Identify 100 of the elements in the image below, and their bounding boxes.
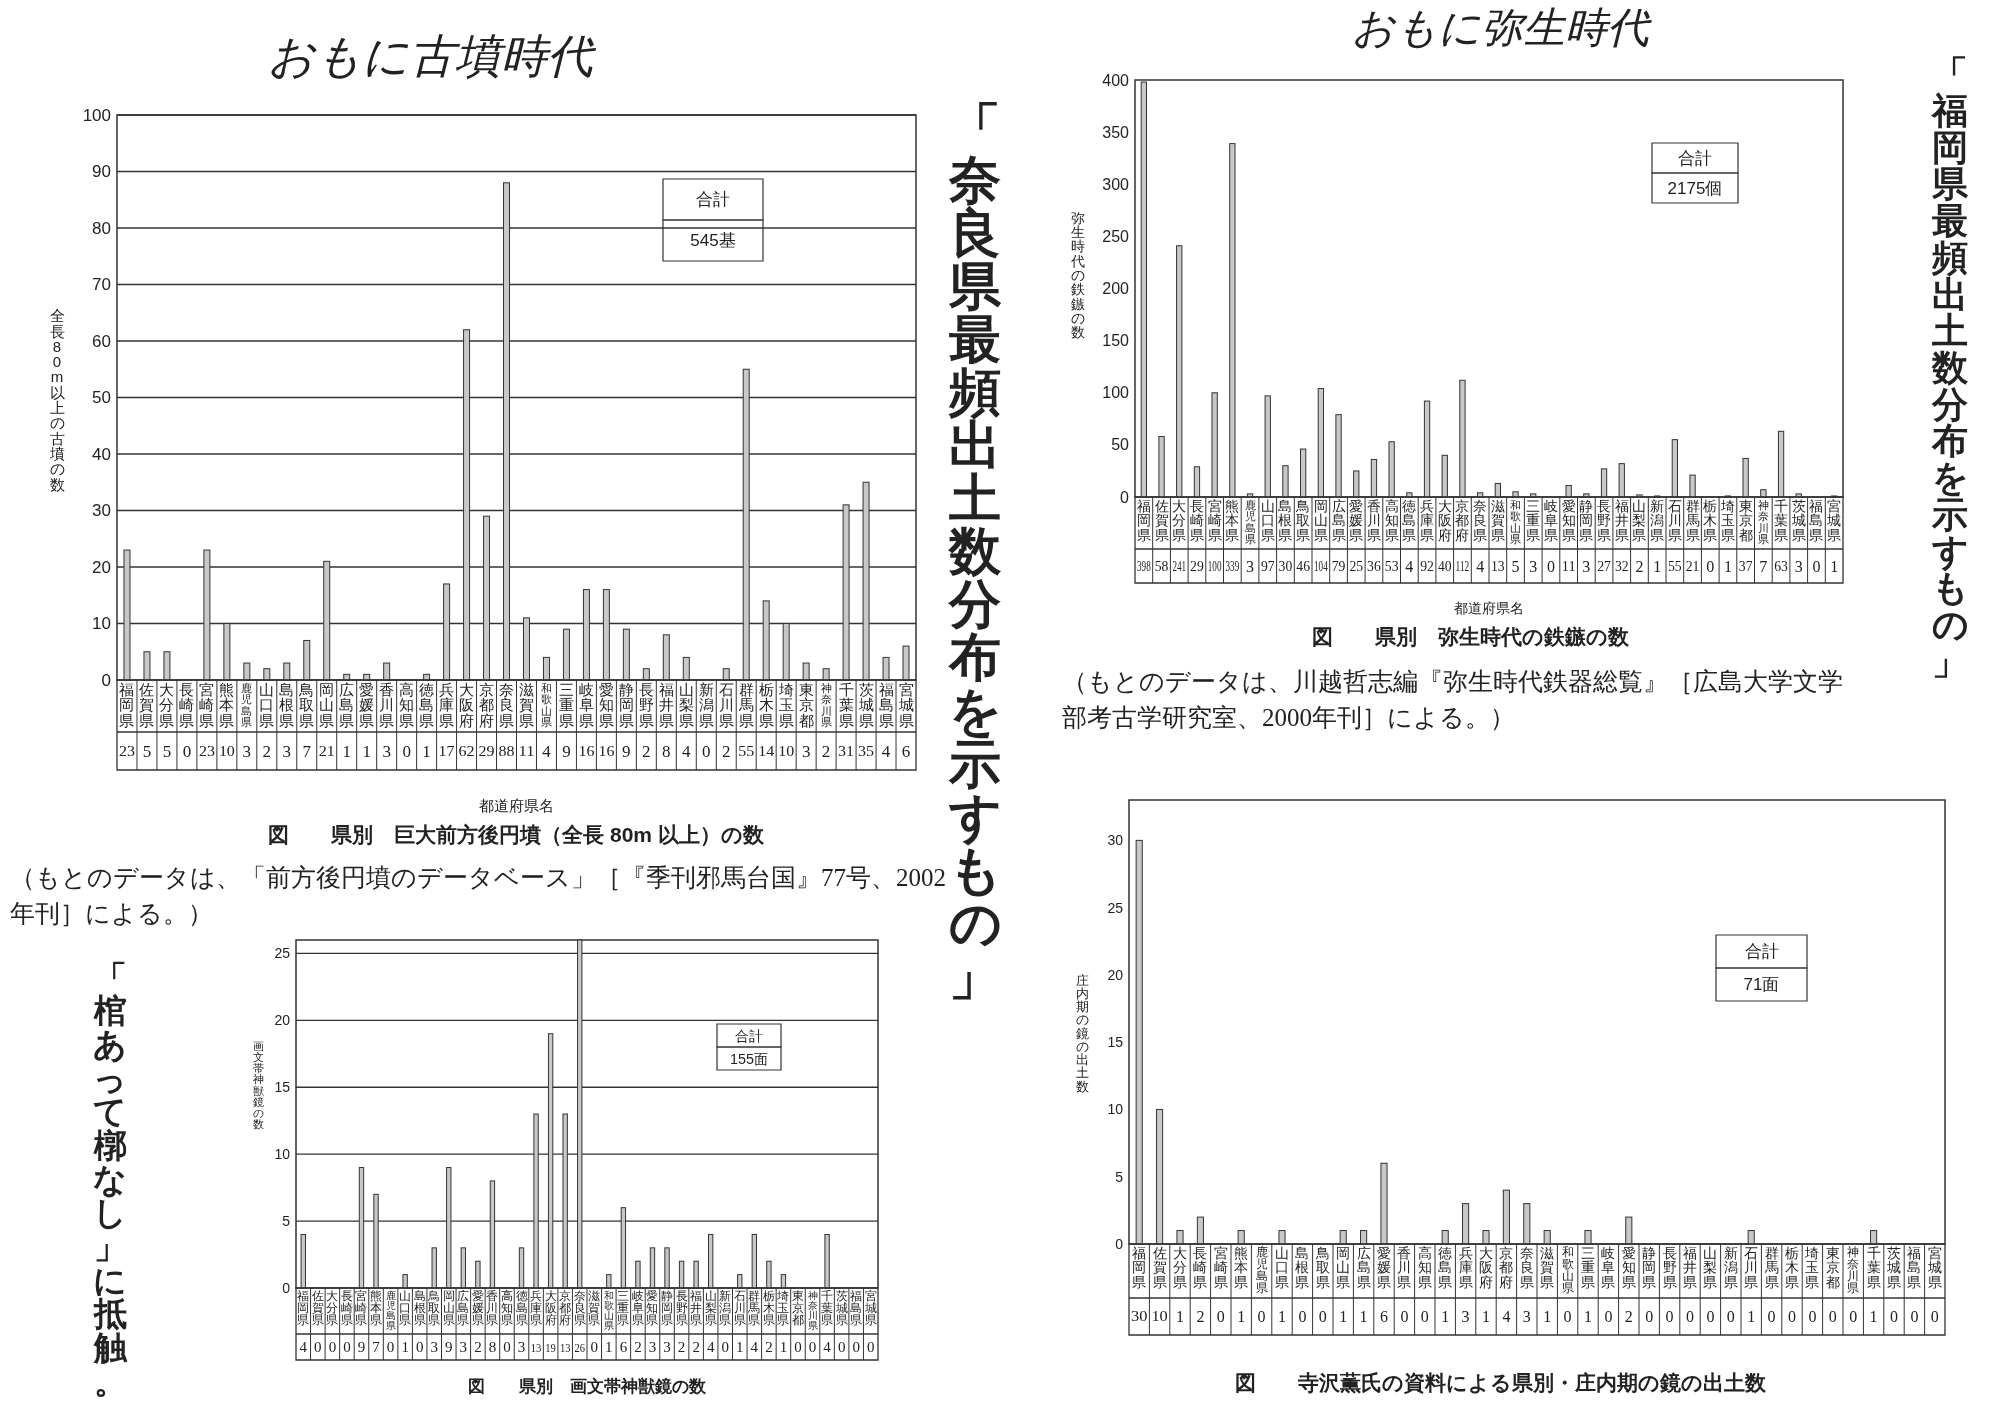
data-label: 2 <box>634 1339 642 1355</box>
x-tick-label: 大分県 <box>1172 498 1187 543</box>
x-tick-label: 兵庫県 <box>1458 1245 1473 1290</box>
x-tick-label: 宮城県 <box>1926 1245 1942 1290</box>
data-label: 13 <box>1491 558 1505 574</box>
x-tick-label: 鹿児島県 <box>241 681 253 729</box>
data-label: 0 <box>1420 1308 1429 1325</box>
x-tick-label: 鳥取県 <box>1295 498 1311 543</box>
annotation: 合計 <box>1678 148 1712 168</box>
data-label: 1 <box>1747 1308 1756 1325</box>
data-label: 0 <box>721 1339 729 1355</box>
x-tick-label: 島根県 <box>413 1290 426 1326</box>
text: （もとのデータは、「前方後円墳のデータベース」［『季刊邪馬台国』77号、2002年刊］による。） <box>10 864 946 928</box>
data-label: 16 <box>578 743 595 759</box>
x-tick-label: 奈良県 <box>499 681 515 729</box>
y-tick-label: 5 <box>282 1213 291 1230</box>
data-label: 2 <box>1624 1308 1633 1325</box>
x-tick-label: 長崎県 <box>1193 1245 1208 1290</box>
x-tick-label: 滋賀県 <box>588 1290 601 1326</box>
data-label: 112 <box>1455 558 1477 574</box>
data-label: 36 <box>1367 558 1382 574</box>
x-tick-label: 宮崎県 <box>1207 498 1222 543</box>
x-tick-label: 香川県 <box>486 1290 499 1326</box>
data-label: 2 <box>474 1339 482 1355</box>
data-label: 3 <box>648 1339 657 1355</box>
x-tick-label: 東京都 <box>791 1290 804 1326</box>
y-tick-label: 100 <box>1102 384 1130 402</box>
data-label: 2 <box>677 1339 686 1355</box>
data-label: 7 <box>372 1339 381 1355</box>
x-tick-label: 滋賀県 <box>1490 498 1505 543</box>
data-label: 2 <box>1196 1308 1205 1325</box>
x-tick-label: 福井県 <box>1614 498 1629 543</box>
data-label: 5 <box>142 741 152 761</box>
x-tick-label: 香川県 <box>379 681 395 729</box>
data-label: 0 <box>1563 1308 1572 1325</box>
x-tick-label: 宮崎県 <box>1213 1245 1228 1290</box>
x-tick-label: 奈良県 <box>1473 498 1488 543</box>
x-tick-label: 栃木県 <box>762 1290 775 1326</box>
x-tick-label: 愛知県 <box>1621 1245 1636 1290</box>
annotation: 合計 <box>1744 942 1779 961</box>
data-label: 2 <box>642 741 651 761</box>
x-tick-label: 岡山県 <box>442 1290 455 1326</box>
x-tick-label: 栃木県 <box>1703 498 1718 543</box>
x-tick-label: 神奈川県 <box>1847 1245 1860 1295</box>
data-label: 1 <box>1278 1308 1286 1325</box>
data-label: 1 <box>1653 557 1662 575</box>
data-label: 5 <box>162 741 172 761</box>
data-label: 0 <box>1686 1308 1694 1325</box>
x-tick-label: 鳥取県 <box>1314 1245 1330 1290</box>
data-label: 4 <box>542 741 552 761</box>
data-label: 10 <box>218 743 235 759</box>
data-label: 3 <box>242 741 252 761</box>
x-tick-label: 神奈川県 <box>807 1289 818 1332</box>
data-label: 46 <box>1296 558 1311 574</box>
data-label: 23 <box>119 743 135 759</box>
data-label: 0 <box>343 1339 351 1355</box>
x-tick-label: 東京都 <box>1738 498 1753 543</box>
x-tick-label: 和歌山県 <box>603 1289 614 1332</box>
data-label: 97 <box>1260 558 1275 574</box>
data-label: 35 <box>858 743 875 759</box>
x-tick-label: 京都府 <box>1499 1245 1514 1290</box>
x-tick-label: 佐賀県 <box>139 681 155 729</box>
x-tick-label: 岡山県 <box>1336 1245 1351 1290</box>
x-tick-label: 大分県 <box>326 1290 339 1326</box>
y-tick-label: 30 <box>92 501 111 520</box>
data-label: 1 <box>1441 1308 1450 1325</box>
data-label: 9 <box>357 1339 366 1355</box>
x-tick-label: 京都府 <box>559 1289 572 1326</box>
data-label: 1 <box>1543 1308 1552 1325</box>
x-tick-label: 東京都 <box>798 681 814 729</box>
x-tick-label: 千葉県 <box>821 1289 834 1326</box>
x-tick-label: 佐賀県 <box>1152 1245 1167 1290</box>
data-label: 4 <box>750 1339 759 1355</box>
x-tick-label: 茨城県 <box>1886 1245 1901 1290</box>
annotation: 合計 <box>735 1027 763 1044</box>
annotation: 71面 <box>1743 975 1780 994</box>
x-tick-label: 岡山県 <box>1313 498 1328 543</box>
y-tick-label: 20 <box>1107 966 1124 983</box>
x-tick-label: 熊本県 <box>370 1290 383 1326</box>
data-label: 3 <box>1522 1308 1531 1325</box>
data-label: 0 <box>1849 1308 1858 1325</box>
data-label: 55 <box>738 743 755 759</box>
x-tick-label: 長崎県 <box>1189 498 1204 543</box>
data-label: 0 <box>314 1339 322 1355</box>
x-tick-label: 静岡県 <box>1642 1245 1657 1290</box>
y-tick-label: 50 <box>1111 436 1130 454</box>
data-label: 1 <box>1723 557 1732 575</box>
data-label: 0 <box>1604 1308 1613 1325</box>
x-tick-label: 宮崎県 <box>355 1289 368 1326</box>
data-label: 0 <box>503 1339 511 1355</box>
annotation: 2175個 <box>1667 178 1723 198</box>
data-label: 0 <box>590 1339 599 1355</box>
data-label: 26 <box>574 1339 588 1355</box>
y-tick-label: 250 <box>1102 227 1130 245</box>
x-tick-label: 愛媛県 <box>1349 498 1364 543</box>
x-tick-label: 大阪府 <box>1437 498 1452 543</box>
data-label: 2 <box>262 741 272 761</box>
data-label: 3 <box>1794 557 1803 575</box>
data-label: 0 <box>1706 1308 1715 1325</box>
data-label: 4 <box>881 741 891 761</box>
